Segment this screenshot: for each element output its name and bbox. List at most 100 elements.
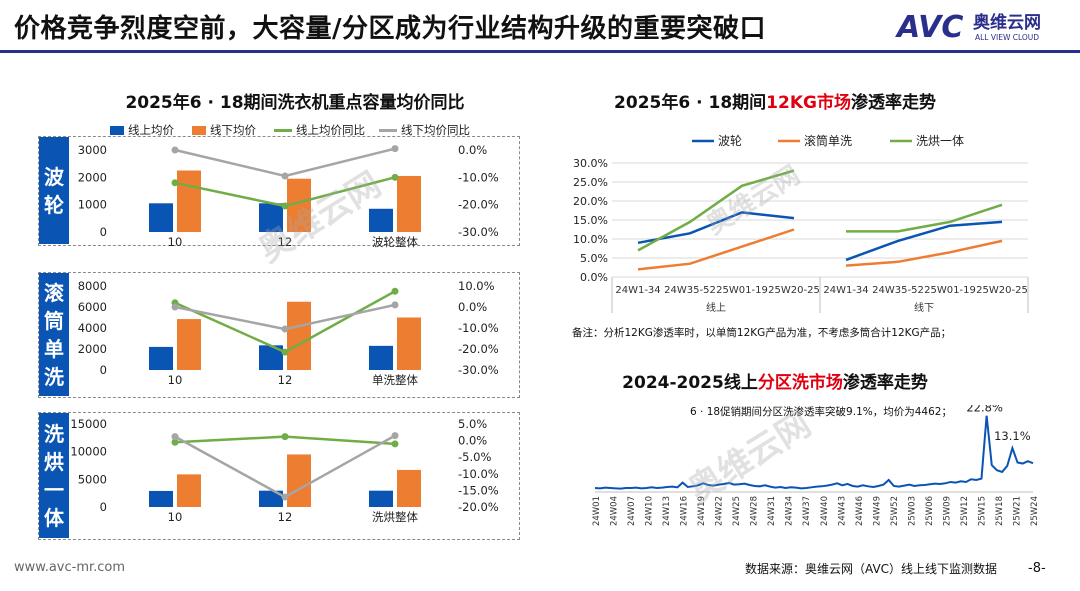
annotation: 22.8%	[966, 405, 1003, 415]
x-category-label: 12	[278, 510, 293, 524]
y-left-tick: 10000	[70, 445, 107, 459]
x-tick: 24W35-52	[664, 285, 716, 296]
line-point	[391, 301, 399, 309]
y-right-tick: -5.0%	[458, 450, 491, 464]
x-category-label: 12	[278, 373, 293, 387]
right-top-title-suffix: 渗透率走势	[850, 93, 936, 113]
panel-guntong-box	[38, 272, 520, 398]
x-category-label: 10	[168, 510, 183, 524]
y-tick: 30.0%	[573, 157, 608, 170]
right-top-title: 2025年6 · 18期间12KG市场渗透率走势	[560, 88, 990, 113]
bar-online	[259, 490, 283, 507]
legend-label: 洗烘一体	[916, 134, 964, 148]
x-tick: 24W10	[645, 496, 655, 526]
line-online-yoy	[174, 290, 396, 354]
right-bottom-subtitle: 6 · 18促销期间分区洗渗透率突破9.1%，均价为4462；	[690, 406, 952, 418]
x-tick: 25W20-25	[768, 285, 820, 296]
line-offline-yoy	[174, 434, 396, 499]
y-right-tick: 0.0%	[458, 434, 487, 448]
page-title: 价格竞争烈度空前，大容量/分区成为行业结构升级的重要突破口	[14, 14, 766, 44]
legend-swatch-offline-line	[379, 128, 397, 132]
bar-online	[149, 490, 173, 507]
line-point	[281, 493, 289, 501]
bar-offline	[397, 317, 421, 370]
x-category-label: 波轮整体	[372, 235, 418, 249]
panel-label-char: 筒	[44, 308, 64, 333]
panel-label-guntong: 滚筒单洗	[39, 273, 69, 396]
x-tick: 25W24	[1030, 496, 1040, 526]
line-point	[171, 433, 179, 441]
bar-online	[149, 346, 173, 370]
x-category-label: 单洗整体	[372, 373, 418, 387]
legend-online-line: 线上均价同比	[296, 123, 365, 137]
y-left-tick: 2000	[78, 170, 107, 184]
right-top-note: 备注：分析12KG渗透率时，以单筒12KG产品为准，不考虑多筒合计12KG产品；	[572, 327, 952, 339]
y-right-tick: -20.0%	[458, 342, 499, 356]
series-line	[594, 415, 1034, 490]
legend-online-bar: 线上均价	[128, 123, 174, 137]
line-point	[281, 172, 289, 180]
right-bottom-title-highlight: 分区洗市场	[757, 373, 843, 393]
x-tick: 24W37	[802, 496, 812, 526]
x-tick: 24W07	[627, 496, 637, 526]
y-left-tick: 1000	[78, 198, 107, 212]
y-right-tick: -10.0%	[458, 170, 499, 184]
x-tick: 25W21	[1012, 496, 1022, 526]
x-tick: 24W1-34	[615, 285, 660, 296]
x-tick: 24W01	[592, 496, 602, 526]
line-point	[281, 202, 289, 210]
x-tick: 24W19	[697, 496, 707, 526]
right-top-title-highlight: 12KG市场	[766, 93, 851, 113]
panel-label-char: 滚	[44, 280, 64, 305]
x-category-label: 洗烘整体	[372, 510, 418, 524]
series-line-online	[637, 169, 795, 252]
y-tick: 5.0%	[580, 252, 608, 265]
y-tick: 10.0%	[573, 233, 608, 246]
right-bottom-title-prefix: 2024-2025线上	[622, 373, 758, 393]
bar-online	[149, 203, 173, 232]
line-online-yoy	[174, 176, 396, 208]
x-tick: 25W20-25	[976, 285, 1028, 296]
legend-label: 滚筒单洗	[804, 133, 852, 148]
legend-offline-bar: 线下均价	[210, 123, 256, 137]
y-left-tick: 6000	[78, 300, 107, 314]
x-tick: 24W13	[662, 496, 672, 526]
y-left-tick: 0	[100, 363, 107, 377]
y-right-tick: -20.0%	[458, 500, 499, 514]
x-tick: 25W01-19	[716, 285, 768, 296]
x-tick: 25W06	[925, 496, 935, 526]
line-point	[391, 145, 399, 153]
footer-website[interactable]: www.avc-mr.com	[14, 560, 126, 575]
right-bottom-title-suffix: 渗透率走势	[842, 373, 928, 393]
panel-xihong-box	[38, 412, 520, 540]
bar-offline	[177, 319, 201, 370]
line-point	[171, 438, 179, 446]
y-tick: 25.0%	[573, 176, 608, 189]
y-right-tick: 0.0%	[458, 300, 487, 314]
x-tick: 24W31	[767, 496, 777, 526]
x-tick: 24W16	[680, 496, 690, 526]
x-tick: 25W18	[995, 496, 1005, 526]
panel-label-xihong: 洗烘一体	[39, 413, 69, 538]
x-tick: 24W34	[785, 496, 795, 526]
y-left-tick: 0	[100, 225, 107, 239]
x-tick: 24W46	[855, 496, 865, 526]
y-left-tick: 0	[100, 500, 107, 514]
panel-label-char: 波	[44, 164, 64, 189]
y-right-tick: -20.0%	[458, 198, 499, 212]
x-tick: 24W1-34	[823, 285, 868, 296]
line-point	[391, 432, 399, 440]
x-category-label: 12	[278, 235, 293, 249]
x-tick: 24W40	[820, 496, 830, 526]
x-tick: 24W22	[715, 496, 725, 526]
x-tick: 24W43	[837, 496, 847, 526]
panel-label-char: 洗	[44, 364, 64, 389]
line-point	[391, 173, 399, 181]
x-tick: 25W15	[977, 496, 987, 526]
series-line-offline	[845, 239, 1003, 267]
legend-offline-line: 线下均价同比	[401, 123, 470, 137]
panel-label-char: 单	[44, 336, 64, 361]
left-legend: 线上均价 线下均价 线上均价同比 线下均价同比	[110, 122, 470, 138]
header-rule	[0, 50, 1080, 53]
panel-label-bolun: 波轮	[39, 137, 69, 244]
